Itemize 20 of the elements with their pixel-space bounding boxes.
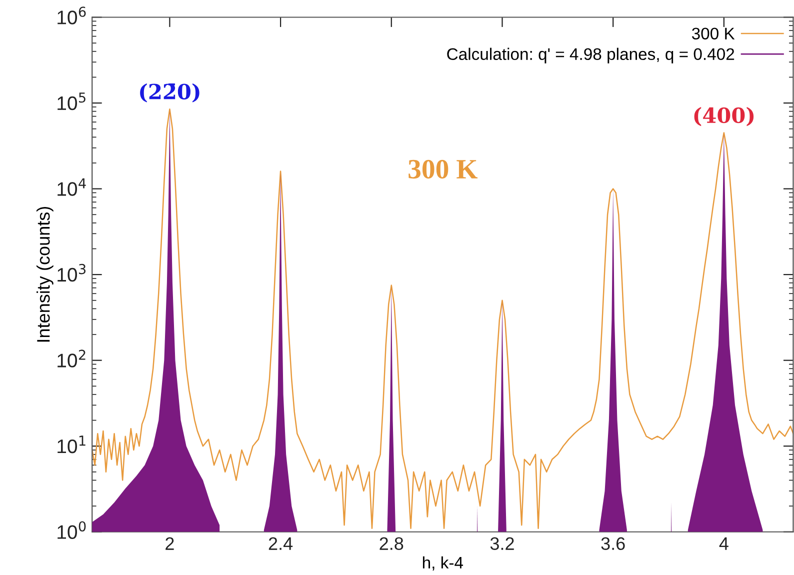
y-tick-label: 10$^{5}$: [58, 92, 86, 110]
y-tick-label: 10$^{0}$: [58, 521, 86, 539]
legend-label: Calculation: q' = 4.98 planes, q = 0.402: [447, 48, 734, 64]
x-tick-label: 2: [166, 537, 174, 550]
x-tick-label: 2.8: [380, 537, 404, 550]
annotation: (400): [694, 107, 754, 126]
x-tick-label: 3.6: [601, 537, 625, 550]
y-axis-title: Intensity (counts): [36, 206, 54, 342]
y-tick-label: 10$^{1}$: [58, 436, 86, 454]
y-tick-label: 10$^{4}$: [58, 178, 86, 196]
y-tick-label: 10$^{6}$: [58, 6, 86, 24]
y-tick-label: 10$^{2}$: [58, 350, 86, 368]
x-tick-label: 2.4: [268, 537, 293, 550]
x-axis-title: h, k-4: [422, 556, 464, 571]
annotation: 300 K: [408, 160, 478, 179]
annotation: (22̄0): [140, 83, 200, 102]
x-tick-label: 3.2: [490, 537, 514, 550]
legend-label: 300 K: [692, 28, 735, 40]
x-tick-label: 4: [719, 537, 728, 550]
y-tick-label: 10$^{3}$: [58, 264, 86, 282]
